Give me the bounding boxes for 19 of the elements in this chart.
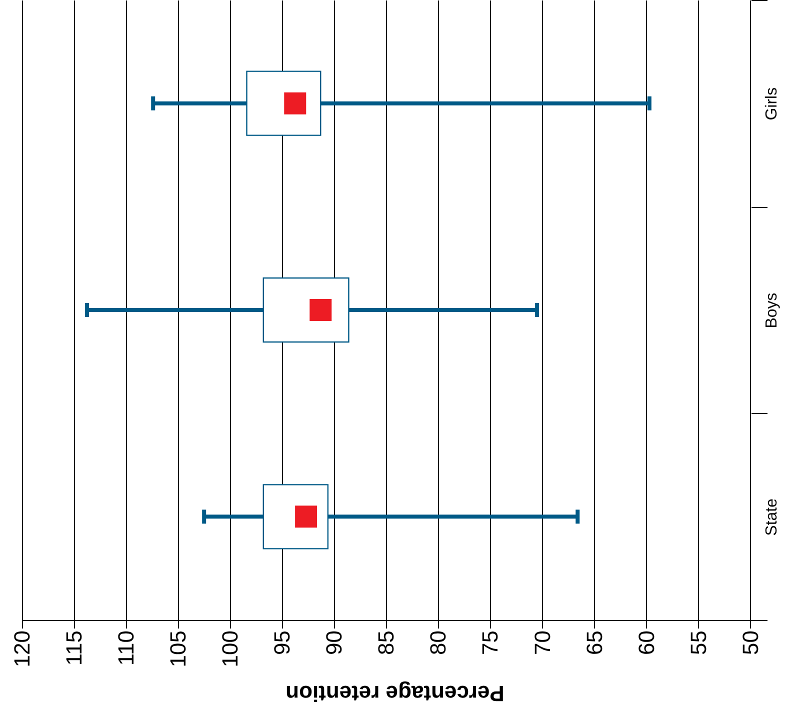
x-tick-label: 90	[322, 630, 347, 655]
y-tick-label: Boys	[764, 292, 780, 328]
x-axis-title: Percentage retention	[286, 681, 504, 706]
x-tick-label: 80	[426, 630, 451, 655]
x-tick-label: 105	[166, 630, 191, 668]
x-tick-label: 60	[634, 630, 659, 655]
x-tick-label: 75	[478, 630, 503, 655]
x-tick-label: 95	[270, 630, 295, 655]
x-tick-label: 120	[10, 630, 34, 668]
x-tick-label: 55	[686, 630, 711, 655]
x-tick-label: 115	[62, 630, 87, 666]
y-tick-label: State	[764, 498, 780, 536]
x-tick-label: 50	[738, 630, 763, 655]
x-tick-label: 100	[218, 630, 243, 668]
x-tick-label: 85	[374, 630, 399, 655]
x-tick-label: 110	[114, 630, 139, 666]
x-tick-label: 65	[582, 630, 607, 655]
y-tick-label: Girls	[764, 87, 780, 120]
x-tick-label: 70	[530, 630, 555, 655]
